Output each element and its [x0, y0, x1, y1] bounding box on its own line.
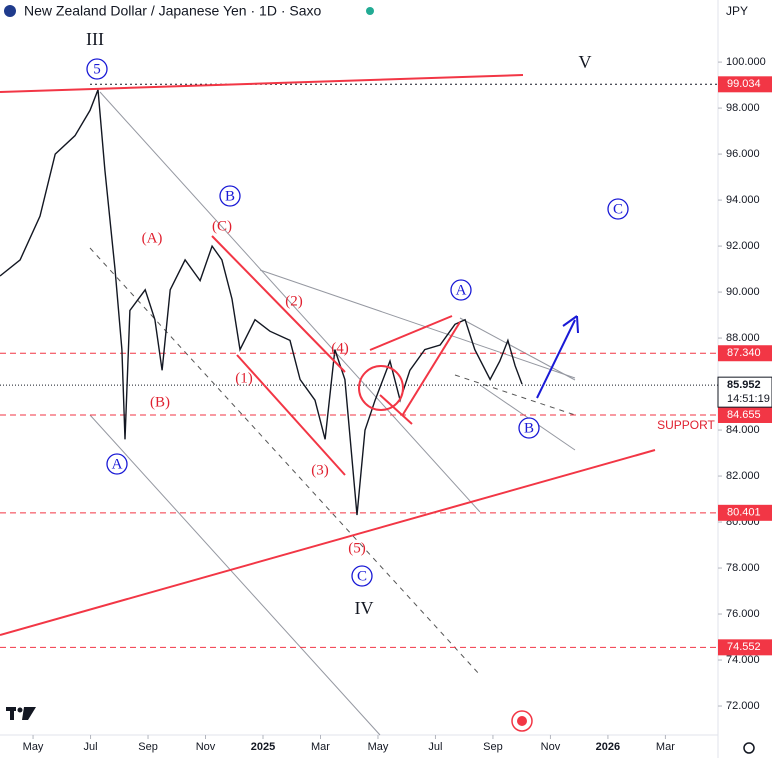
last-price-label: 85.952 — [727, 379, 761, 391]
wave-label: (A) — [142, 230, 163, 246]
wave-line — [236, 354, 346, 476]
wave-label: 5 — [93, 61, 101, 77]
settings-icon[interactable] — [743, 742, 755, 754]
y-tick-label: 78.000 — [726, 562, 760, 574]
chart-title: New Zealand Dollar / Japanese Yen · 1D ·… — [24, 3, 321, 19]
wave-label: B — [225, 188, 235, 204]
wave-label: (2) — [285, 293, 303, 309]
x-tick-label: Nov — [196, 741, 216, 753]
wave-line — [0, 74, 524, 93]
channel-line — [459, 317, 576, 381]
level-label: 99.034 — [727, 78, 761, 90]
x-tick-label: Nov — [541, 741, 561, 753]
x-tick-label: Sep — [483, 741, 503, 753]
wave-label: III — [86, 29, 104, 49]
wave-circle — [86, 58, 108, 80]
channel-line — [259, 269, 576, 379]
wave-circle — [607, 198, 629, 220]
level-label-bg — [718, 504, 772, 521]
wave-label: (1) — [235, 370, 253, 386]
y-tick-label: 90.000 — [726, 286, 760, 298]
y-tick-label: 100.000 — [726, 56, 766, 68]
level-label: 74.552 — [727, 641, 761, 653]
y-tick-label: 74.000 — [726, 654, 760, 666]
countdown: 14:51:19 — [727, 393, 770, 405]
wave-label: A — [456, 282, 467, 298]
x-tick-label: May — [368, 741, 389, 753]
level-label: 84.655 — [727, 409, 761, 421]
level-label-bg — [718, 639, 772, 656]
wave-label: SUPPORT — [657, 418, 715, 432]
highlight-circle — [358, 365, 404, 411]
last-price-bg — [717, 376, 772, 408]
y-tick-label: 94.000 — [726, 194, 760, 206]
wave-label: C — [357, 568, 367, 584]
channel-line — [99, 91, 481, 513]
wave-circle — [219, 185, 241, 207]
x-tick-label: Mar — [656, 741, 675, 753]
y-tick-label: 98.000 — [726, 102, 760, 114]
wave-line — [379, 394, 413, 425]
level-label-bg — [718, 345, 772, 362]
currency: JPY — [726, 4, 748, 18]
wave-line — [211, 235, 346, 373]
x-tick-label: 2026 — [596, 741, 620, 753]
level-label: 80.401 — [727, 507, 761, 519]
wave-circle — [351, 565, 373, 587]
channel-line — [89, 247, 481, 676]
wave-line — [0, 449, 656, 636]
y-tick-label: 76.000 — [726, 608, 760, 620]
wave-label: C — [613, 201, 623, 217]
status-dot — [366, 7, 374, 15]
wave-label: (B) — [150, 394, 170, 410]
x-tick-label: May — [23, 741, 44, 753]
wave-label: A — [112, 456, 123, 472]
y-tick-label: 92.000 — [726, 240, 760, 252]
x-tick-label: Mar — [311, 741, 330, 753]
price-line — [0, 89, 523, 516]
wave-line — [401, 321, 461, 417]
y-tick-label: 82.000 — [726, 470, 760, 482]
tv-logo — [6, 707, 36, 720]
arrow-head — [562, 315, 579, 334]
wave-label: IV — [355, 598, 374, 618]
x-tick-label: 2025 — [251, 741, 275, 753]
wave-label: (C) — [212, 218, 232, 234]
wave-line — [369, 315, 453, 351]
level-label-bg — [718, 406, 772, 423]
wave-circle — [106, 453, 128, 475]
alert-icon — [517, 716, 527, 726]
channel-line — [89, 414, 381, 736]
flag-icon — [4, 5, 16, 17]
x-tick-label: Jul — [428, 741, 442, 753]
y-tick-label: 88.000 — [726, 332, 760, 344]
y-tick-label: 72.000 — [726, 700, 760, 712]
y-tick-label: 96.000 — [726, 148, 760, 160]
level-label: 87.340 — [727, 347, 761, 359]
wave-circle — [450, 279, 472, 301]
wave-label: B — [524, 420, 534, 436]
level-label-bg — [718, 76, 772, 93]
arrow — [536, 319, 576, 399]
channel-line — [454, 374, 576, 416]
wave-label: (5) — [348, 540, 366, 556]
alert-icon[interactable] — [511, 710, 533, 732]
wave-label: (4) — [331, 340, 349, 356]
wave-circle — [518, 417, 540, 439]
wave-label: V — [579, 52, 592, 72]
x-tick-label: Jul — [84, 741, 98, 753]
x-tick-label: Sep — [138, 741, 158, 753]
wave-label: (3) — [311, 462, 329, 478]
y-tick-label: 84.000 — [726, 424, 760, 436]
